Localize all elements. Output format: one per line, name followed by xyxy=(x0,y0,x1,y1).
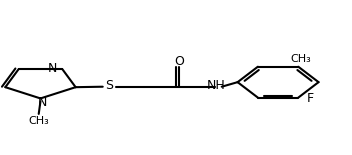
Text: S: S xyxy=(105,79,113,92)
Text: CH₃: CH₃ xyxy=(291,54,312,64)
Text: F: F xyxy=(307,92,314,105)
Text: O: O xyxy=(175,55,184,68)
Text: N: N xyxy=(48,62,57,75)
Text: NH: NH xyxy=(207,79,226,92)
Text: N: N xyxy=(38,96,47,109)
Text: CH₃: CH₃ xyxy=(29,116,49,126)
